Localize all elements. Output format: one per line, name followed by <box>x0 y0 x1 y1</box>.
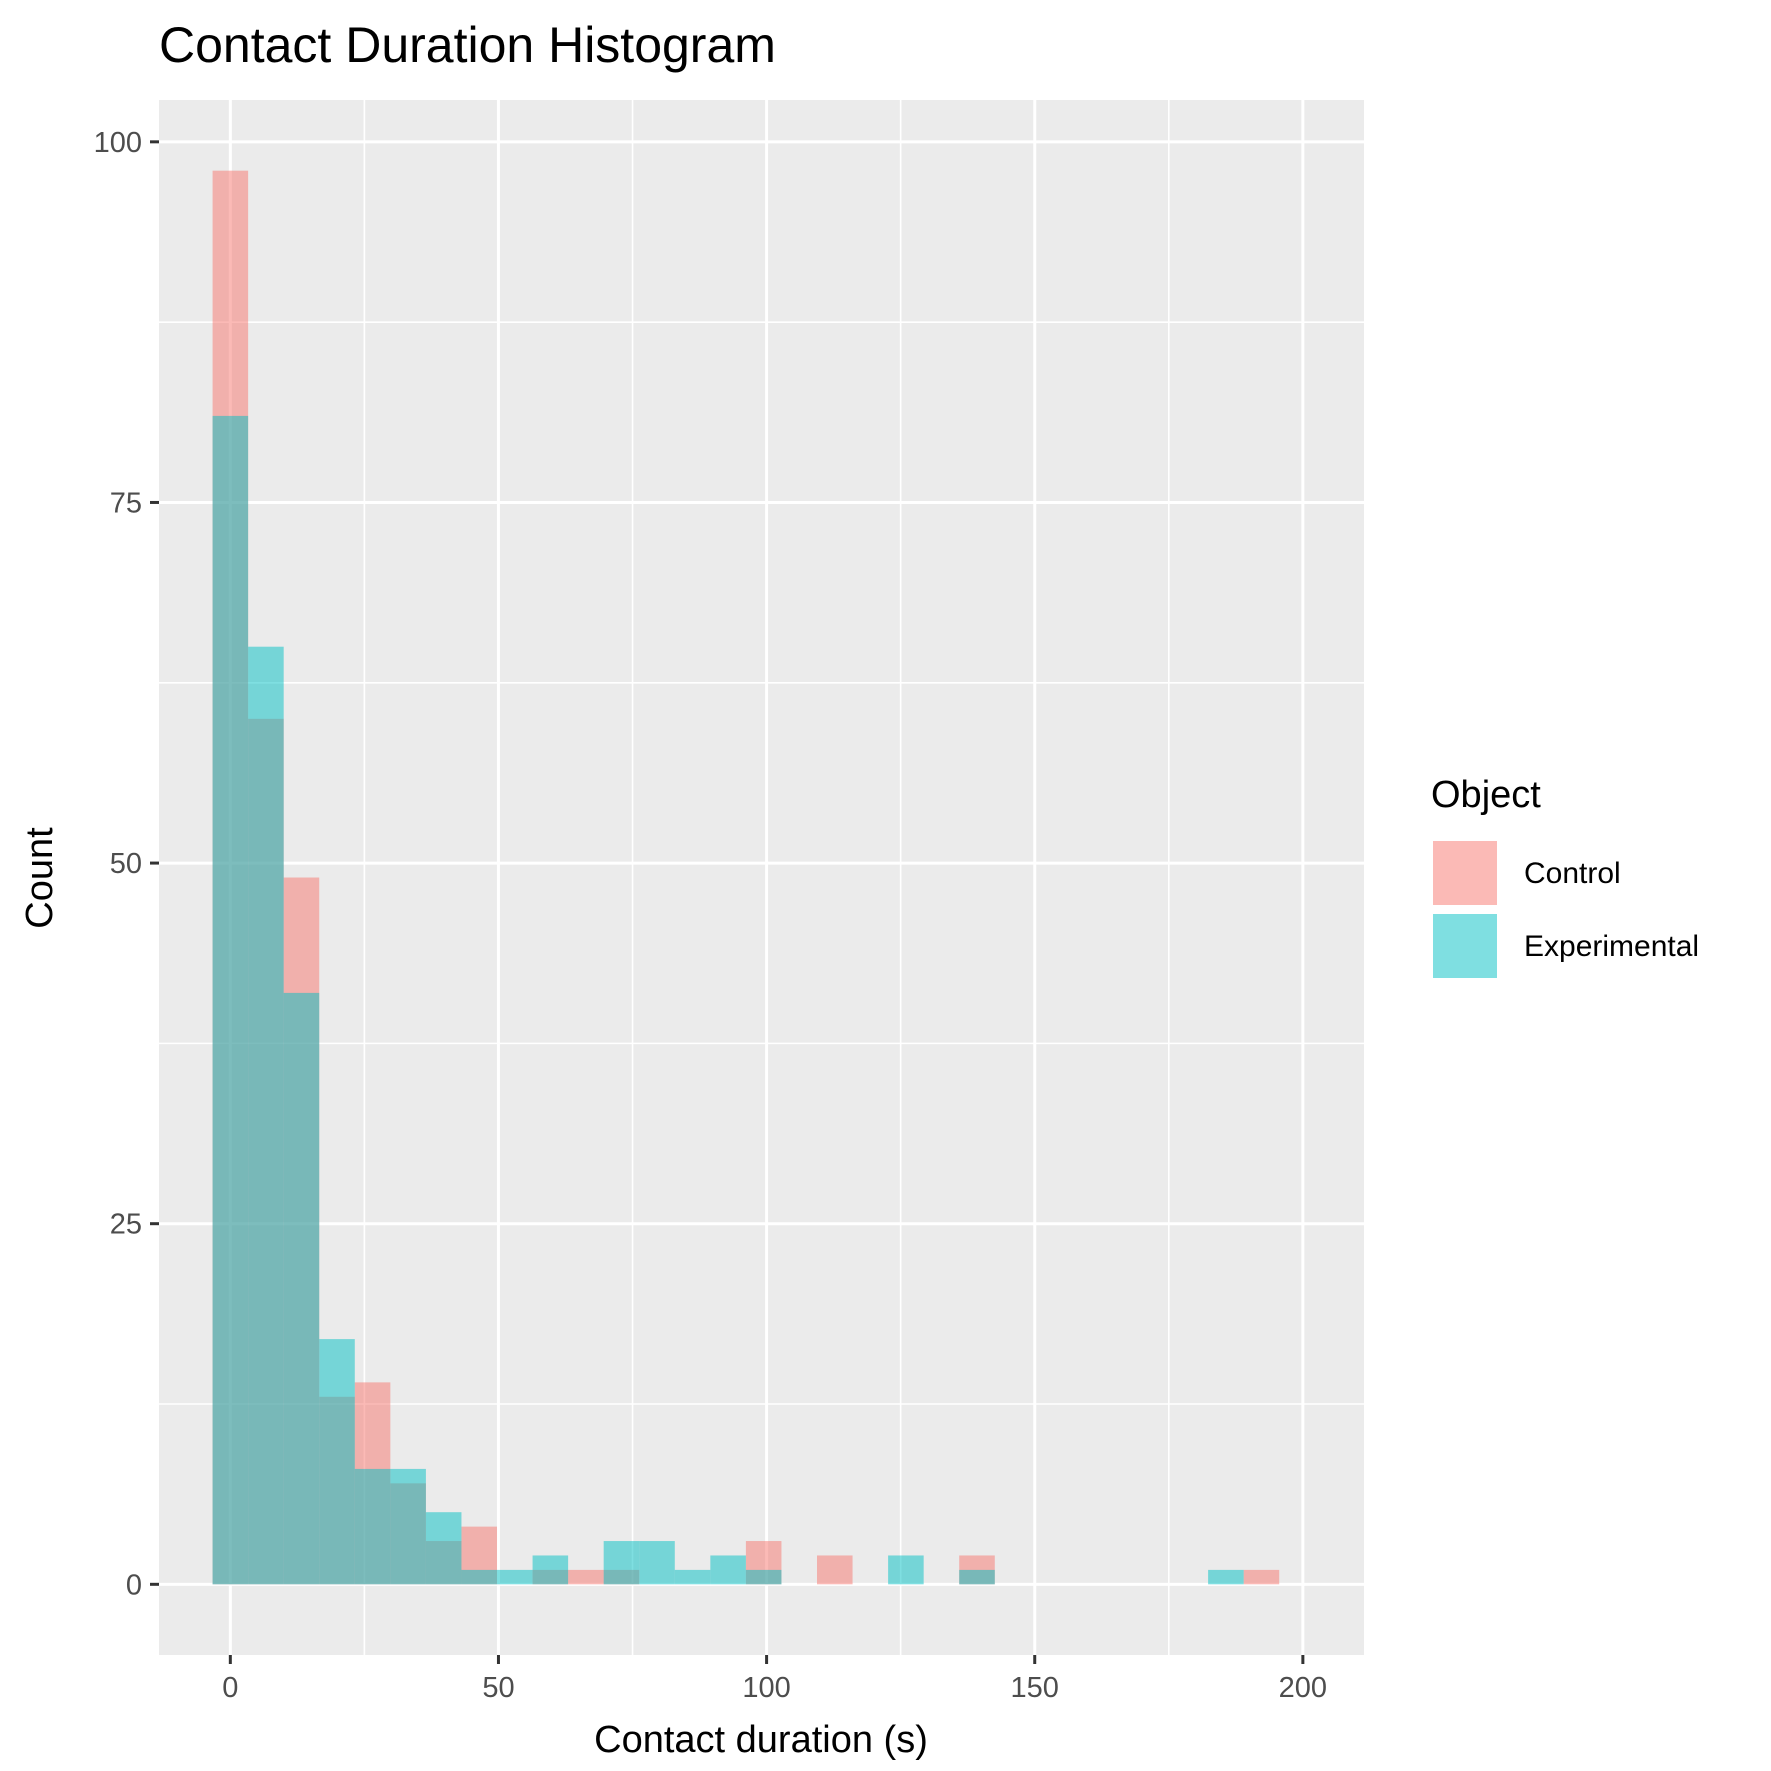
bar-experimental <box>390 1468 426 1585</box>
x-tick-label: 100 <box>742 1672 790 1704</box>
bar-experimental <box>888 1555 924 1585</box>
bar-experimental <box>674 1569 711 1585</box>
bar-experimental <box>959 1569 995 1585</box>
bar-control <box>817 1555 853 1585</box>
x-tick-label: 150 <box>1011 1672 1059 1704</box>
y-axis-title: Count <box>19 827 61 929</box>
legend-title: Object <box>1431 774 1541 816</box>
bar-experimental <box>461 1569 498 1585</box>
y-tick-label: 50 <box>110 848 142 880</box>
bar-experimental <box>745 1569 782 1585</box>
legend-label-control: Control <box>1524 857 1621 890</box>
x-tick-label: 50 <box>482 1672 514 1704</box>
legend-key-control-outline <box>1431 839 1499 907</box>
legend-key-experimental-outline <box>1431 912 1499 980</box>
bar-experimental <box>497 1569 533 1585</box>
bar-control <box>1243 1569 1280 1585</box>
y-tick-label: 100 <box>94 127 142 159</box>
legend: Object Control Experimental <box>1431 774 1699 980</box>
x-axis: 0 50 100 150 200 <box>222 1655 1327 1704</box>
x-axis-title: Contact duration (s) <box>594 1719 928 1761</box>
y-axis: 0 25 50 75 100 <box>94 127 159 1601</box>
legend-key-control <box>1432 840 1498 906</box>
series-experimental-bars <box>212 415 1244 1585</box>
y-tick-label: 0 <box>126 1569 142 1601</box>
bar-experimental <box>532 1555 569 1585</box>
bar-experimental <box>639 1541 675 1585</box>
bar-experimental <box>354 1468 391 1585</box>
y-tick-label: 75 <box>110 487 142 519</box>
x-tick-label: 200 <box>1279 1672 1327 1704</box>
bar-experimental <box>248 646 284 1585</box>
bar-experimental <box>603 1541 640 1585</box>
x-tick-label: 0 <box>222 1672 238 1704</box>
bar-experimental <box>283 992 320 1585</box>
bar-experimental <box>425 1512 462 1585</box>
bar-experimental <box>212 415 249 1585</box>
bar-experimental <box>710 1555 746 1585</box>
y-tick-label: 25 <box>110 1209 142 1241</box>
legend-label-experimental: Experimental <box>1524 930 1699 963</box>
bar-control <box>568 1569 604 1585</box>
legend-key-experimental <box>1432 913 1498 979</box>
chart-title: Contact Duration Histogram <box>159 17 776 73</box>
bar-experimental <box>319 1339 355 1585</box>
bar-experimental <box>1208 1569 1244 1585</box>
